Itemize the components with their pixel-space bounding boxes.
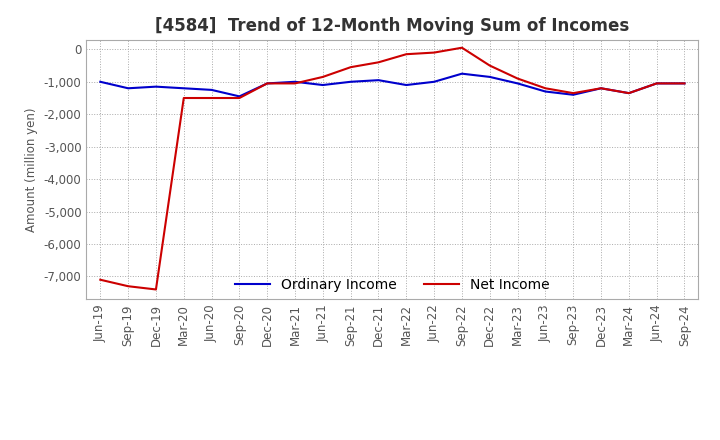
Ordinary Income bbox=[124, 86, 132, 91]
Ordinary Income bbox=[291, 79, 300, 84]
Net Income bbox=[430, 50, 438, 55]
Y-axis label: Amount (million yen): Amount (million yen) bbox=[25, 107, 38, 231]
Ordinary Income bbox=[597, 86, 606, 91]
Net Income bbox=[680, 81, 689, 86]
Net Income bbox=[485, 63, 494, 68]
Ordinary Income bbox=[624, 91, 633, 96]
Ordinary Income bbox=[541, 89, 550, 94]
Title: [4584]  Trend of 12-Month Moving Sum of Incomes: [4584] Trend of 12-Month Moving Sum of I… bbox=[156, 17, 629, 35]
Ordinary Income bbox=[513, 81, 522, 86]
Ordinary Income bbox=[430, 79, 438, 84]
Net Income bbox=[513, 76, 522, 81]
Net Income bbox=[597, 86, 606, 91]
Ordinary Income bbox=[652, 81, 661, 86]
Net Income bbox=[318, 74, 327, 80]
Net Income bbox=[346, 65, 355, 70]
Ordinary Income bbox=[318, 82, 327, 88]
Net Income bbox=[96, 277, 104, 282]
Ordinary Income bbox=[207, 87, 216, 92]
Net Income bbox=[569, 91, 577, 96]
Ordinary Income bbox=[96, 79, 104, 84]
Ordinary Income bbox=[458, 71, 467, 76]
Ordinary Income bbox=[402, 82, 410, 88]
Ordinary Income bbox=[346, 79, 355, 84]
Net Income bbox=[652, 81, 661, 86]
Net Income bbox=[541, 86, 550, 91]
Ordinary Income bbox=[680, 81, 689, 86]
Net Income bbox=[124, 284, 132, 289]
Ordinary Income bbox=[235, 94, 243, 99]
Ordinary Income bbox=[263, 81, 271, 86]
Net Income bbox=[179, 95, 188, 101]
Legend: Ordinary Income, Net Income: Ordinary Income, Net Income bbox=[230, 272, 555, 297]
Net Income bbox=[374, 60, 383, 65]
Net Income bbox=[402, 51, 410, 57]
Ordinary Income bbox=[569, 92, 577, 97]
Net Income bbox=[263, 81, 271, 86]
Net Income bbox=[152, 287, 161, 292]
Line: Ordinary Income: Ordinary Income bbox=[100, 73, 685, 96]
Net Income bbox=[235, 95, 243, 101]
Net Income bbox=[291, 81, 300, 86]
Net Income bbox=[458, 45, 467, 50]
Net Income bbox=[624, 91, 633, 96]
Ordinary Income bbox=[374, 77, 383, 83]
Ordinary Income bbox=[485, 74, 494, 80]
Net Income bbox=[207, 95, 216, 101]
Line: Net Income: Net Income bbox=[100, 48, 685, 290]
Ordinary Income bbox=[152, 84, 161, 89]
Ordinary Income bbox=[179, 86, 188, 91]
